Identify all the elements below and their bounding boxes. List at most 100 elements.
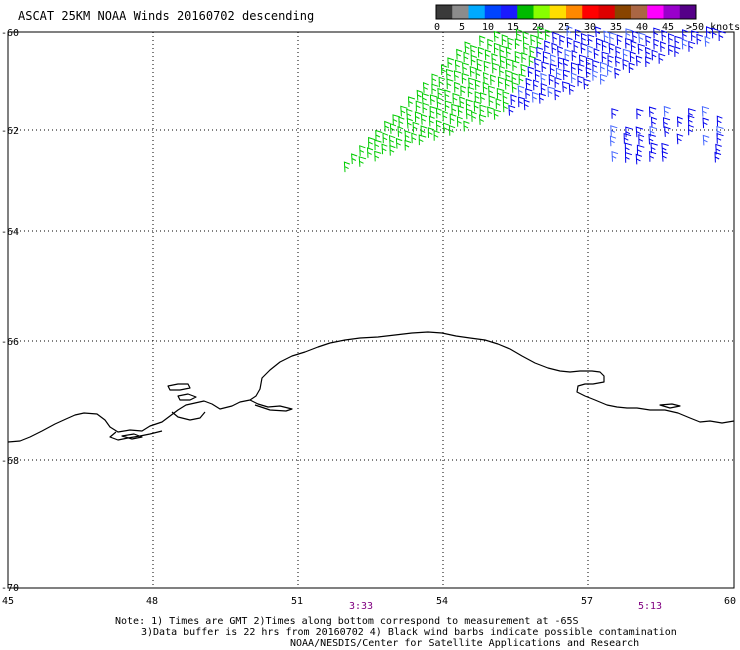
wind-barb — [645, 56, 652, 68]
legend-labels: 0 5 10 15 20 25 30 35 40 45 >50 knots — [434, 22, 740, 33]
wind-barb — [505, 58, 514, 69]
wind-barb — [585, 66, 592, 78]
wind-barb — [452, 92, 460, 104]
wind-barb — [449, 113, 457, 125]
wind-barb — [676, 116, 683, 128]
wind-barb — [395, 137, 403, 149]
wind-barb — [592, 69, 598, 81]
wind-barb — [688, 41, 696, 52]
legend-label-40: 40 — [636, 22, 648, 33]
wind-barb — [440, 64, 447, 76]
wind-barb — [607, 54, 614, 66]
wind-barb — [471, 111, 477, 122]
wind-barb — [421, 92, 429, 104]
wind-barb — [676, 133, 684, 145]
wind-barb — [583, 78, 591, 90]
wind-barb — [392, 114, 400, 125]
wind-barb — [515, 28, 522, 40]
wind-barb — [536, 46, 544, 58]
wind-barb — [571, 50, 578, 61]
wind-barb — [508, 104, 516, 116]
legend-label-25: 25 — [558, 22, 570, 33]
wind-barb — [663, 105, 671, 117]
wind-barb — [599, 73, 608, 85]
wind-barb — [420, 125, 428, 137]
wind-barb — [525, 77, 532, 89]
wind-barb — [568, 83, 576, 95]
wind-barb — [716, 115, 723, 127]
plot-frame — [7, 31, 735, 589]
wind-speed-legend — [435, 4, 697, 20]
wind-barb — [688, 124, 694, 136]
wind-barb — [653, 27, 661, 39]
wind-barb — [517, 85, 525, 96]
wind-barb — [454, 81, 461, 93]
wind-barb — [416, 89, 423, 101]
wind-barb — [463, 51, 470, 63]
wind-barb — [547, 86, 556, 98]
legend-swatch — [436, 5, 453, 19]
wind-barb — [429, 105, 438, 117]
map-title: ASCAT 25KM NOAA Winds 20160702 descendin… — [18, 9, 314, 23]
wind-barb — [638, 133, 645, 145]
wind-barb — [534, 58, 542, 69]
wind-barb — [687, 114, 695, 126]
wind-barb — [544, 40, 551, 52]
wind-barb — [501, 34, 508, 46]
wind-barb — [603, 30, 611, 42]
wind-barb — [593, 48, 600, 59]
wind-barb — [649, 151, 657, 162]
lat-labels: -60 -62 -64 -66 -68 -70 — [1, 28, 19, 594]
wind-barb — [549, 54, 556, 65]
wind-barb — [488, 85, 496, 97]
wind-barb — [614, 55, 622, 67]
wind-barb — [374, 139, 382, 151]
coastline — [7, 331, 735, 443]
wind-barb — [470, 44, 477, 56]
wind-barb — [527, 66, 535, 78]
wind-barb — [681, 38, 688, 50]
wind-barb — [649, 126, 658, 137]
wind-barb — [624, 142, 633, 154]
wind-barb — [442, 122, 450, 134]
wind-barb — [653, 38, 660, 50]
legend-label-50: >50 knots — [686, 22, 740, 33]
wind-barb — [496, 87, 505, 99]
wind-barb — [475, 68, 482, 80]
wind-barb — [609, 32, 617, 43]
island — [121, 433, 143, 440]
wind-barb — [457, 105, 464, 117]
legend-swatch — [582, 5, 599, 19]
legend-label-30: 30 — [584, 22, 596, 33]
lat-label: -68 — [1, 456, 19, 467]
wind-barb — [614, 67, 621, 79]
wind-barb — [493, 109, 502, 120]
wind-barb — [636, 108, 644, 120]
wind-barb — [625, 126, 633, 138]
wind-barb — [444, 89, 451, 101]
wind-barb — [461, 72, 469, 84]
wind-barb — [514, 38, 522, 50]
wind-barb — [661, 150, 668, 162]
wind-barb — [523, 99, 530, 111]
wind-barb — [366, 147, 374, 158]
wind-barb — [601, 40, 609, 51]
wind-barb — [564, 48, 571, 60]
legend-label-35: 35 — [610, 22, 622, 33]
wind-barb — [381, 143, 388, 155]
wind-barb — [529, 45, 537, 57]
wind-barb — [554, 77, 562, 88]
lon-label: 60 — [724, 596, 736, 607]
wind-barb — [382, 132, 389, 144]
wind-barb — [491, 53, 498, 64]
wind-barb — [414, 111, 422, 123]
wind-barb — [368, 136, 375, 148]
wind-barb — [635, 55, 643, 67]
legend-swatch — [647, 5, 664, 19]
wind-barb — [557, 45, 564, 57]
wind-barb — [716, 133, 724, 144]
wind-barb — [442, 110, 449, 122]
wind-barb — [511, 82, 519, 93]
wind-barb — [651, 49, 658, 61]
wind-barb — [711, 27, 719, 39]
